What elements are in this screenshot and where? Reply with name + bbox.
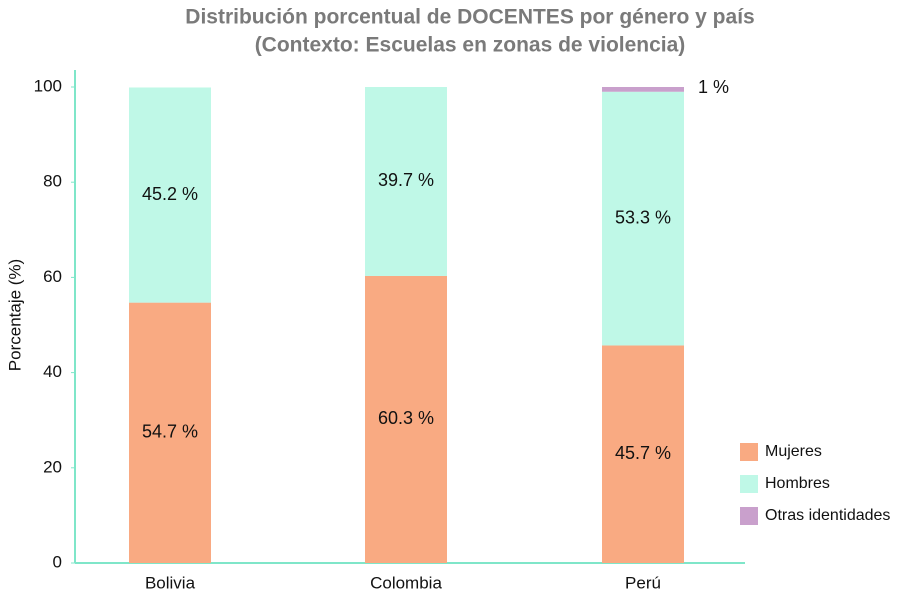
y-tick-label: 40: [43, 362, 62, 381]
legend-label: Mujeres: [765, 443, 822, 460]
data-label: 60.3 %: [378, 408, 434, 428]
data-label: 45.2 %: [142, 184, 198, 204]
legend-label: Otras identidades: [765, 507, 890, 524]
y-axis-label: Porcentaje (%): [5, 259, 24, 371]
chart-title: Distribución porcentual de DOCENTES por …: [185, 6, 754, 29]
legend-swatch: [740, 507, 758, 525]
y-tick-label: 60: [43, 267, 62, 286]
data-label: 1 %: [698, 77, 729, 97]
x-tick-label: Bolivia: [145, 573, 196, 592]
data-label: 53.3 %: [615, 207, 671, 227]
bar-segment: [129, 87, 211, 303]
legend-label: Hombres: [765, 475, 830, 492]
y-tick-label: 20: [43, 457, 62, 476]
bar-segment: [129, 302, 211, 563]
bar-segment: [602, 91, 684, 346]
bar-segment: [365, 275, 447, 563]
legend-swatch: [740, 443, 758, 461]
bar-segment: [602, 87, 684, 92]
x-tick-label: Colombia: [370, 573, 442, 592]
bar-segment: [365, 87, 447, 276]
x-tick-label: Perú: [625, 573, 661, 592]
data-label: 39.7 %: [378, 170, 434, 190]
bar-segment: [602, 345, 684, 563]
y-tick-label: 100: [34, 76, 62, 95]
data-label: 45.7 %: [615, 443, 671, 463]
y-tick-label: 0: [53, 552, 62, 571]
chart-subtitle: (Contexto: Escuelas en zonas de violenci…: [255, 34, 686, 57]
legend-swatch: [740, 475, 758, 493]
data-label: 54.7 %: [142, 422, 198, 442]
y-tick-label: 80: [43, 172, 62, 191]
